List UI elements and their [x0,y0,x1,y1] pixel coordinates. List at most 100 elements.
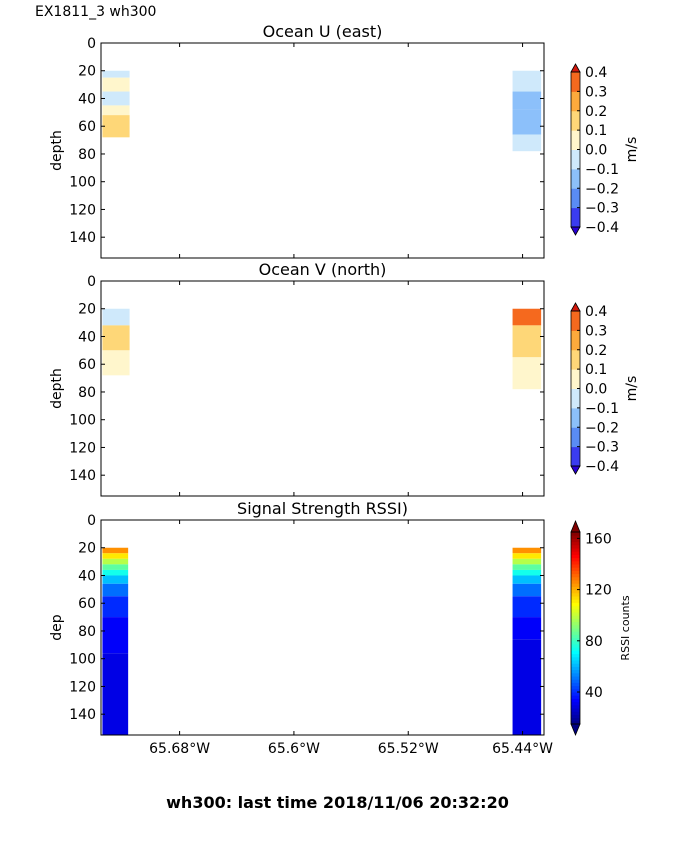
data-cell [102,583,129,597]
colorbar-frame [570,71,581,228]
colorbar-segment [571,660,580,664]
colorbar-segment [571,717,580,722]
y-tick-label: 20 [78,541,96,557]
colorbar-segment [571,130,580,150]
colorbar-segment [571,720,580,725]
colorbar-frame [570,310,581,467]
colorbar-segment [571,576,580,581]
colorbar-segment [571,532,580,536]
data-cell [102,308,130,326]
y-tick-label: 0 [87,274,96,290]
data-cell [102,91,130,106]
y-tick-label: 40 [78,568,96,584]
y-tick-label: 100 [69,652,96,668]
x-tick-label: 65.68°W [149,741,210,757]
colorbar-segment [571,538,580,543]
colorbar-segment [571,666,580,671]
colorbar-segment [571,608,580,613]
data-cell [512,134,542,152]
colorbar-tick-label: −0.4 [585,220,619,236]
colorbar-segment [571,621,580,626]
y-tick-label: 0 [87,513,96,529]
colorbar-label: m/s [624,137,640,163]
y-tick-label: 100 [69,413,96,429]
colorbar-tick-label: −0.1 [585,162,619,178]
colorbar-tick-label: 120 [585,583,612,599]
colorbar-segment [571,615,580,619]
colorbar-segment [571,407,580,428]
colorbar-tick-label: 0.2 [585,343,607,359]
y-tick-label: 120 [69,679,96,695]
data-cell [102,575,129,584]
colorbar-segment [571,573,580,578]
colorbar-segment [571,653,580,658]
data-cell [102,617,129,654]
colorbar-segment [571,602,580,607]
colorbar-segment [571,695,580,699]
colorbar-tick-label: 0.4 [585,304,607,320]
colorbar-tick-label: 160 [585,531,612,547]
y-tick-label: 80 [78,147,96,163]
x-tick-label: 65.6°W [268,741,320,757]
x-tick-label: 65.52°W [378,741,439,757]
data-cell [102,547,129,554]
y-tick-label: 40 [78,91,96,107]
y-axis-label: dep [49,614,65,641]
colorbar-segment [571,168,580,189]
data-cell [512,564,542,570]
y-tick-label: 100 [69,175,96,191]
data-cell [512,109,542,135]
colorbar-segment [571,589,580,594]
colorbar-segment [571,427,580,448]
data-cell [512,596,542,618]
data-cell [512,575,542,584]
data-cell [512,569,542,576]
y-tick-label: 60 [78,357,96,373]
colorbar-tick-label: 0.3 [585,323,607,339]
data-cell [102,105,130,116]
data-cell [102,558,129,565]
data-cell [512,558,542,565]
colorbar-segment [571,388,580,409]
y-tick-label: 40 [78,329,96,345]
data-cell [512,553,542,559]
colorbar-segment [571,596,580,600]
colorbar-segment [571,369,580,389]
colorbar-tick-label: −0.2 [585,420,619,436]
colorbar-segment [571,72,580,92]
colorbar-segment [571,551,580,555]
plot-frame [100,42,545,259]
colorbar-segment [571,669,580,674]
colorbar-segment [571,586,580,591]
colorbar-segment [571,570,580,575]
colorbar-extend-top [570,519,581,533]
figure-footer-title: wh300: last time 2018/11/06 20:32:20 [166,793,509,812]
data-cell [512,70,542,92]
colorbar: 160 120 80 40 RSSI counts [570,519,632,737]
colorbar-segment [571,698,580,703]
data-cell [102,564,129,570]
colorbar-segment [571,91,580,112]
colorbar-segment [571,564,580,568]
colorbar-segment [571,688,580,693]
colorbar-frame [570,531,581,725]
y-tick-label: 140 [69,707,96,723]
data-cell [102,325,130,351]
colorbar-tick-label: −0.3 [585,440,619,456]
colorbar-segment [571,676,580,680]
data-cell [102,350,130,376]
data-cell [512,617,542,640]
y-tick-label: 80 [78,385,96,401]
colorbar-segment [571,592,580,597]
data-cell [512,325,542,358]
data-cell [102,596,129,618]
colorbar-segment [571,612,580,616]
y-tick-label: 60 [78,119,96,135]
colorbar-segment [571,567,580,571]
colorbar-segment [571,628,580,632]
colorbar-segment [571,207,580,228]
data-cell [102,553,129,559]
colorbar-extend-bottom [570,226,581,236]
colorbar: 0.4 0.3 0.2 0.1 0.0 −0.1 −0.2 −0.3 −0.4 m/s [570,302,640,475]
